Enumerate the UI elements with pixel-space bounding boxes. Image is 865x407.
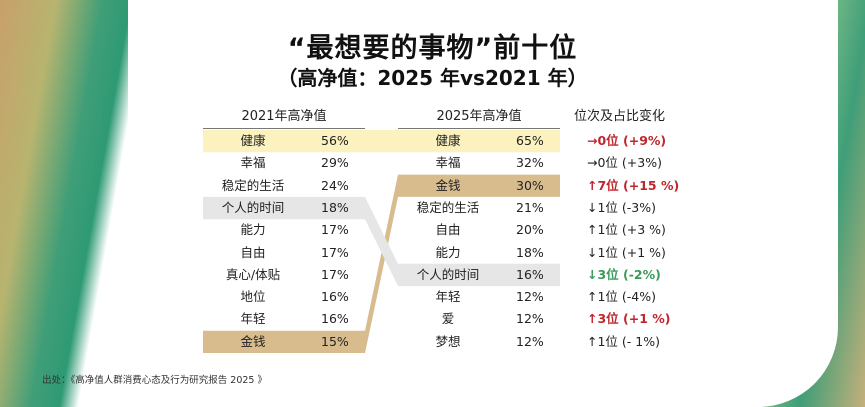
item-label-2021: 自由 — [240, 244, 266, 260]
rank-change: →0位 (+9%) — [587, 133, 667, 148]
item-value-2025: 30% — [516, 177, 544, 193]
table-row: 年轻 16% — [203, 308, 365, 330]
table-row: 爱 12% — [398, 308, 560, 330]
item-value-2021: 17% — [321, 222, 349, 238]
item-label-2025: 年轻 — [435, 289, 461, 305]
item-value-2025: 16% — [516, 266, 544, 282]
item-value-2025: 12% — [516, 333, 544, 349]
table-row: 能力 18% — [398, 242, 560, 264]
table-row: 能力 17% — [203, 219, 365, 241]
table-row: 幸福 29% — [203, 152, 365, 174]
rank-change: ↑1位 (- 1%) — [587, 333, 660, 349]
item-value-2025: 20% — [516, 222, 544, 238]
item-label-2021: 个人的时间 — [221, 199, 285, 215]
item-label-2025: 爱 — [441, 311, 455, 327]
item-value-2021: 56% — [321, 133, 349, 148]
source-note: 出处：《高净值人群消费心态及行为研究报告 2025 》 — [42, 375, 267, 386]
item-label-2025: 能力 — [435, 244, 461, 260]
rank-change: ↑1位 (+3 %) — [587, 222, 666, 238]
item-label-2021: 幸福 — [240, 155, 266, 171]
table-row: 健康 65% — [398, 130, 560, 152]
band-personal-time — [203, 196, 560, 287]
band-health — [203, 130, 560, 153]
item-value-2021: 16% — [321, 311, 349, 327]
item-value-2025: 12% — [516, 289, 544, 305]
item-label-2021: 地位 — [240, 289, 266, 305]
rank-change: ↑3位 (+1 %) — [587, 311, 671, 327]
item-value-2021: 17% — [321, 244, 349, 260]
item-value-2025: 21% — [516, 199, 544, 215]
table-row: 稳定的生活 24% — [203, 175, 365, 197]
chart-subtitle: （高净值：2025 年vs2021 年） — [277, 66, 588, 90]
item-value-2025: 65% — [516, 133, 544, 148]
item-value-2025: 18% — [516, 244, 544, 260]
item-label-2021: 健康 — [240, 133, 266, 148]
item-value-2021: 16% — [321, 289, 349, 305]
item-label-2025: 梦想 — [435, 333, 461, 349]
item-value-2021: 29% — [321, 155, 349, 171]
table-row: 个人的时间 18% — [203, 197, 365, 219]
item-label-2021: 年轻 — [240, 311, 266, 327]
table-row: 稳定的生活 21% — [398, 197, 560, 219]
item-value-2021: 18% — [321, 199, 349, 215]
item-label-2025: 幸福 — [435, 155, 461, 171]
item-label-2021: 金钱 — [240, 333, 266, 349]
rank-change: ↓1位 (-3%) — [587, 199, 656, 215]
rank-change: ↑1位 (-4%) — [587, 289, 656, 305]
item-label-2025: 金钱 — [435, 177, 461, 193]
table-row: 年轻 12% — [398, 286, 560, 308]
rank-change: ↑7位 (+15 %) — [587, 177, 680, 193]
item-label-2025: 稳定的生活 — [416, 199, 480, 215]
item-value-2021: 24% — [321, 177, 349, 193]
table-row: 个人的时间 16% — [398, 264, 560, 286]
item-label-2025: 健康 — [435, 133, 461, 148]
table-row: 健康 56% — [203, 130, 365, 152]
header-change: 位次及占比变化 — [574, 109, 666, 124]
header-2025: 2025年高净值 — [398, 106, 560, 129]
item-value-2025: 32% — [516, 155, 544, 171]
rank-change: →0位 (+3%) — [587, 155, 662, 171]
table-row: 金钱 30% — [398, 175, 560, 197]
item-label-2025: 自由 — [435, 222, 461, 238]
item-value-2021: 17% — [321, 266, 349, 282]
header-2021: 2021年高净值 — [203, 106, 365, 129]
table-row: 金钱 15% — [203, 331, 365, 353]
band-money — [203, 174, 560, 353]
chart-title: “最想要的事物”前十位 — [287, 33, 578, 64]
table-row: 自由 20% — [398, 219, 560, 241]
table-row: 真心/体贴 17% — [203, 264, 365, 286]
table-row: 幸福 32% — [398, 152, 560, 174]
item-label-2021: 真心/体贴 — [225, 266, 281, 282]
item-label-2021: 能力 — [240, 222, 266, 238]
rank-change: ↓3位 (-2%) — [587, 266, 661, 282]
table-row: 地位 16% — [203, 286, 365, 308]
item-value-2025: 12% — [516, 311, 544, 327]
table-row: 梦想 12% — [398, 331, 560, 353]
rank-change: ↓1位 (+1 %) — [587, 244, 666, 260]
item-label-2021: 稳定的生活 — [221, 177, 285, 193]
table-row: 自由 17% — [203, 242, 365, 264]
item-value-2021: 15% — [321, 333, 349, 349]
item-label-2025: 个人的时间 — [416, 266, 480, 282]
